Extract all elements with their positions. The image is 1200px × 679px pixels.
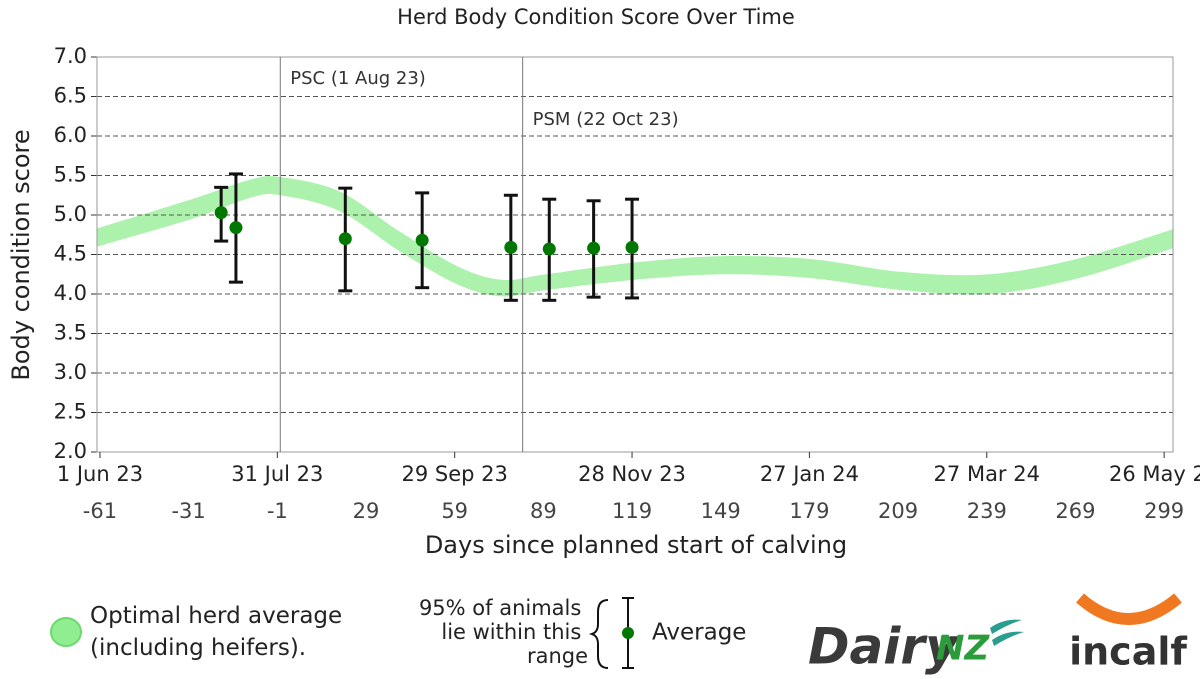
average-point: [229, 221, 243, 235]
average-point: [214, 206, 228, 220]
x-tick-label: -1: [267, 499, 288, 523]
legend-marker: [622, 627, 634, 639]
legend-series-label: Average: [652, 620, 746, 646]
x-tick-label: 239: [967, 499, 1007, 523]
y-tick-label: 6.5: [54, 84, 87, 108]
average-point: [415, 233, 429, 247]
x-axis-label: Days since planned start of calving: [425, 531, 847, 559]
logo-arc: [1076, 593, 1182, 625]
y-tick-label: 5.0: [54, 202, 87, 226]
date-tick-label: 27 Mar 24: [934, 462, 1040, 486]
date-tick-label: 29 Sep 23: [401, 462, 507, 486]
y-tick-label: 2.0: [54, 439, 87, 463]
date-tick-label: 1 Jun 23: [57, 462, 143, 486]
date-tick-label: 26 May 24: [1109, 462, 1200, 486]
event-label: PSM (22 Oct 23): [533, 109, 679, 130]
y-tick-label: 2.5: [54, 400, 87, 424]
date-tick-label: 28 Nov 23: [578, 462, 686, 486]
plot-frame: [96, 56, 1174, 453]
x-tick-label: 119: [612, 499, 652, 523]
date-tick-label: 31 Jul 23: [231, 462, 323, 486]
x-tick-label: 59: [441, 499, 468, 523]
y-tick-label: 4.0: [54, 281, 87, 305]
event-label: PSC (1 Aug 23): [290, 68, 426, 89]
average-point: [587, 241, 601, 255]
average-point: [504, 240, 518, 254]
x-tick-label: -31: [171, 499, 205, 523]
y-axis-label: Body condition score: [7, 129, 35, 380]
logo-nz: NZ: [936, 629, 990, 669]
y-tick-label: 4.5: [54, 242, 87, 266]
x-tick-label: 29: [353, 499, 380, 523]
x-tick-label: 179: [789, 499, 829, 523]
logo-dairy: Dairy: [808, 618, 960, 676]
x-tick-label: 149: [701, 499, 741, 523]
legend-range-label: 95% of animals lie within this range: [419, 596, 588, 668]
y-tick-label: 3.5: [54, 321, 87, 345]
optimal-band: [97, 175, 1173, 297]
average-point: [625, 240, 639, 254]
legend-band-label: Optimal herd average (including heifers)…: [90, 603, 349, 661]
logo-incalf: incalf: [1069, 630, 1187, 674]
legend-brace: [588, 599, 609, 669]
x-tick-label: 209: [878, 499, 918, 523]
average-point: [338, 232, 352, 246]
logo-swoosh: [990, 619, 1024, 646]
x-tick-label: 299: [1144, 499, 1184, 523]
legend-band-swatch: [50, 617, 82, 647]
average-point: [542, 242, 556, 256]
y-tick-label: 6.0: [54, 123, 87, 147]
y-tick-label: 7.0: [54, 44, 87, 68]
x-tick-label: 89: [530, 499, 557, 523]
y-tick-label: 3.0: [54, 360, 87, 384]
x-tick-label: 269: [1055, 499, 1095, 523]
chart-title: Herd Body Condition Score Over Time: [397, 5, 795, 29]
x-tick-label: -61: [83, 499, 117, 523]
y-tick-label: 5.5: [54, 163, 87, 187]
date-tick-label: 27 Jan 24: [760, 462, 859, 486]
